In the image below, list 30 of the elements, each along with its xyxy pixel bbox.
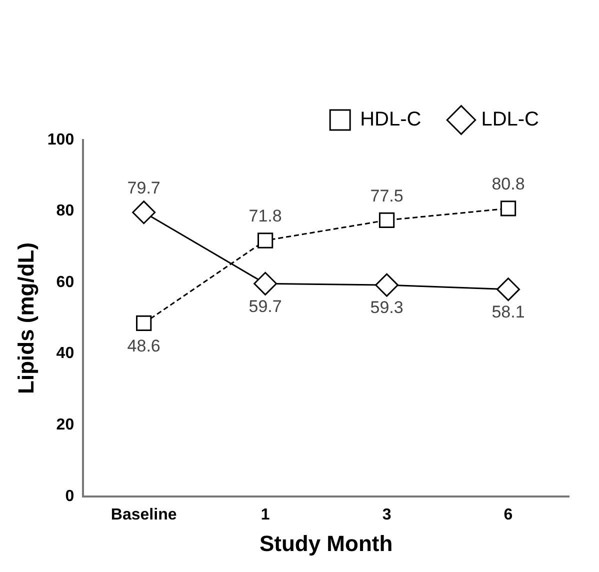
- y-tick-label: 100: [47, 131, 74, 148]
- y-tick-label: 20: [56, 416, 74, 434]
- legend-label: HDL-C: [360, 108, 422, 131]
- x-tick-label: 3: [382, 506, 392, 524]
- y-tick-label: 0: [65, 488, 74, 505]
- data-label: 58.1: [492, 302, 525, 322]
- data-label: 48.6: [127, 336, 160, 356]
- y-tick-label: 80: [56, 202, 74, 220]
- data-label: 71.8: [248, 206, 282, 226]
- data-label: 77.5: [370, 186, 404, 206]
- data-label: 59.3: [370, 298, 404, 318]
- point: [375, 273, 399, 297]
- data-label: 59.7: [248, 296, 282, 316]
- point: [378, 212, 395, 228]
- x-tick-label: Baseline: [110, 506, 177, 524]
- x-tick-label: 1: [260, 506, 270, 524]
- point: [132, 200, 156, 224]
- point: [500, 200, 516, 216]
- data-label: 79.7: [127, 178, 160, 198]
- y-tick-label: 60: [56, 274, 74, 291]
- data-label: 80.8: [492, 174, 525, 194]
- legend-label: LDL-C: [481, 108, 540, 131]
- point: [257, 232, 274, 248]
- x-axis-title: Study Month: [259, 530, 393, 556]
- y-axis-title: Lipids (mg/dL): [13, 242, 38, 394]
- x-tick-label: 6: [504, 506, 513, 524]
- point: [136, 315, 152, 332]
- point: [496, 278, 520, 302]
- point: [254, 272, 278, 296]
- y-tick-label: 40: [56, 345, 74, 362]
